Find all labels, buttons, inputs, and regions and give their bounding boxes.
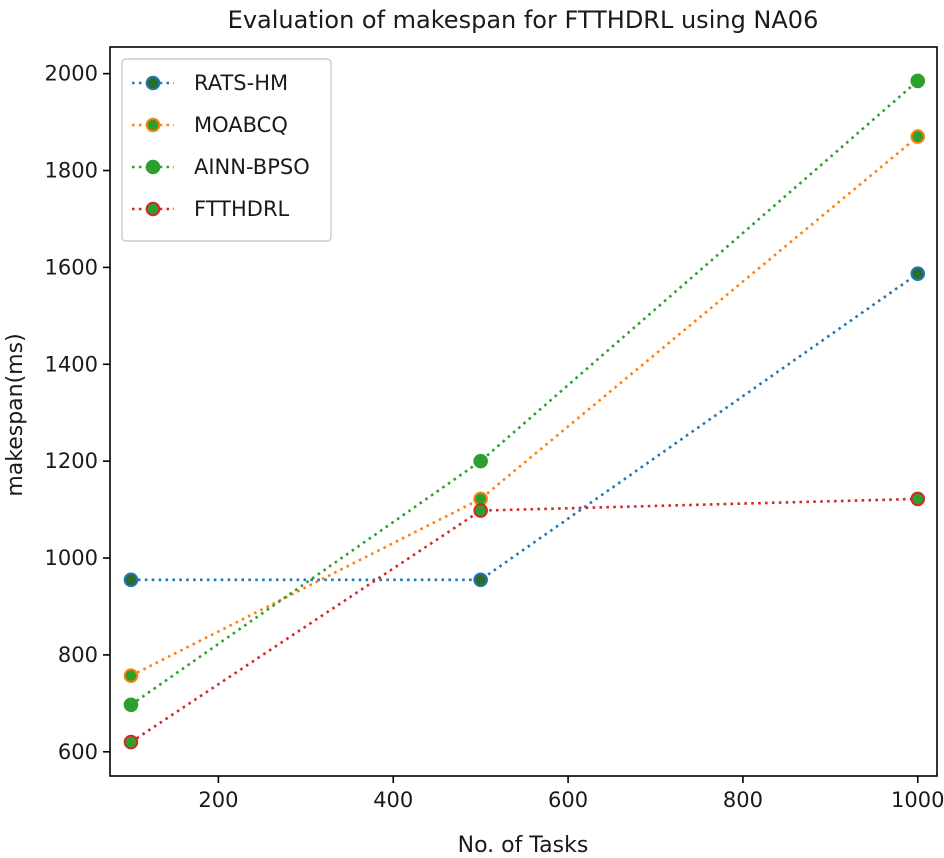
x-tick-label: 200: [198, 788, 238, 812]
y-tick-label: 1600: [45, 255, 98, 279]
x-tick-label: 1000: [891, 788, 944, 812]
data-point-rats-hm: [473, 572, 488, 588]
series-line-ftthdrl: [130, 497, 918, 744]
axes: 200 400 600 800 1000 600 800 1000 1200 1400 1600 18…: [45, 46, 944, 812]
data-point-moabcq: [123, 668, 139, 684]
chart-title: Evaluation of makespan for FTTHDRL using…: [228, 6, 819, 34]
y-tick-label: 2000: [45, 62, 98, 86]
y-tick-label: 800: [58, 643, 98, 667]
y-tick-label: 1000: [45, 546, 98, 570]
x-tick-label: 400: [373, 788, 413, 812]
y-tick-label: 600: [58, 740, 98, 764]
legend-label: FTTHDRL: [194, 197, 290, 221]
x-tick-label: 800: [723, 788, 763, 812]
x-axis-label: No. of Tasks: [458, 833, 589, 858]
y-axis-label: makespan(ms): [3, 333, 28, 496]
data-point-ainn-bpso: [473, 453, 488, 469]
data-point-ftthdrl: [473, 503, 488, 518]
legend-label: AINN-BPSO: [194, 155, 310, 179]
plot-area: [123, 73, 926, 750]
data-point-moabcq: [910, 129, 926, 144]
y-tick-label: 1800: [45, 159, 98, 183]
legend-label: MOABCQ: [194, 113, 288, 137]
data-point-ftthdrl: [123, 734, 139, 750]
legend-box: [121, 58, 332, 242]
legend-marker: [145, 159, 161, 175]
legend-marker: [145, 75, 161, 91]
legend-marker: [145, 201, 161, 217]
y-tick-label: 1200: [45, 449, 98, 473]
series-line-rats-hm: [131, 272, 919, 582]
data-point-rats-hm: [123, 572, 139, 588]
data-point-ainn-bpso: [123, 697, 139, 713]
legend-marker: [145, 117, 161, 133]
data-point-ainn-bpso: [910, 73, 926, 89]
legend: RATS-HM MOABCQ AINN-BPSO FTTHDRL: [121, 58, 332, 242]
legend-label: RATS-HM: [194, 71, 288, 95]
axes-frame: [109, 46, 938, 777]
y-tick-label: 1400: [45, 352, 98, 376]
x-tick-label: 600: [548, 788, 588, 812]
data-point-rats-hm: [910, 266, 926, 281]
data-point-ftthdrl: [910, 491, 926, 507]
